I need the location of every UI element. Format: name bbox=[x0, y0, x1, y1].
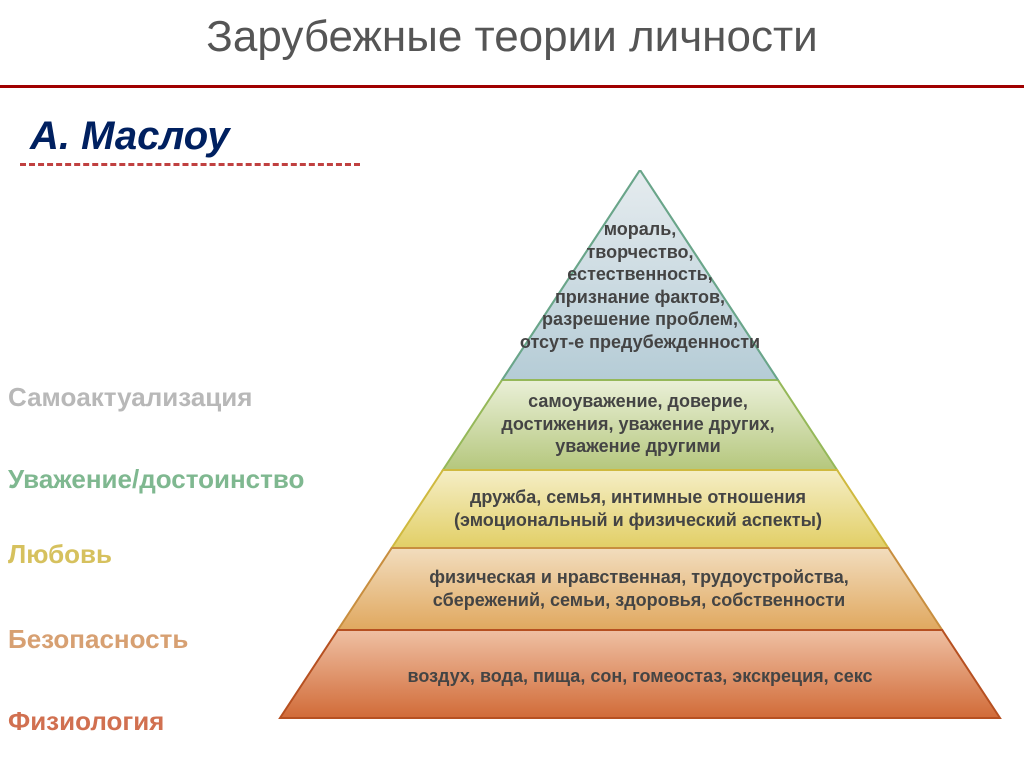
level-desc-1: самоуважение, доверие,достижения, уважен… bbox=[468, 390, 808, 458]
level-label-4: Физиология bbox=[8, 706, 164, 737]
title-underline bbox=[0, 85, 1024, 88]
level-label-1: Уважение/достоинство bbox=[8, 464, 304, 495]
subtitle: А. Маслоу bbox=[0, 100, 1024, 163]
level-desc-2: дружба, семья, интимные отношения(эмоцио… bbox=[418, 486, 858, 531]
level-label-0: Самоактуализация bbox=[8, 382, 252, 413]
level-label-3: Безопасность bbox=[8, 624, 188, 655]
level-desc-4: воздух, вода, пища, сон, гомеостаз, экск… bbox=[360, 665, 920, 688]
page-title: Зарубежные теории личности bbox=[0, 12, 1024, 62]
pyramid-diagram: Самоактуализация мораль,творчество,естест… bbox=[0, 170, 1024, 760]
level-desc-3: физическая и нравственная, трудоустройст… bbox=[384, 566, 894, 611]
subtitle-underline bbox=[20, 163, 360, 166]
title-bar: Зарубежные теории личности bbox=[0, 0, 1024, 100]
level-label-2: Любовь bbox=[8, 539, 112, 570]
level-desc-0: мораль,творчество,естественность,признан… bbox=[500, 218, 780, 353]
